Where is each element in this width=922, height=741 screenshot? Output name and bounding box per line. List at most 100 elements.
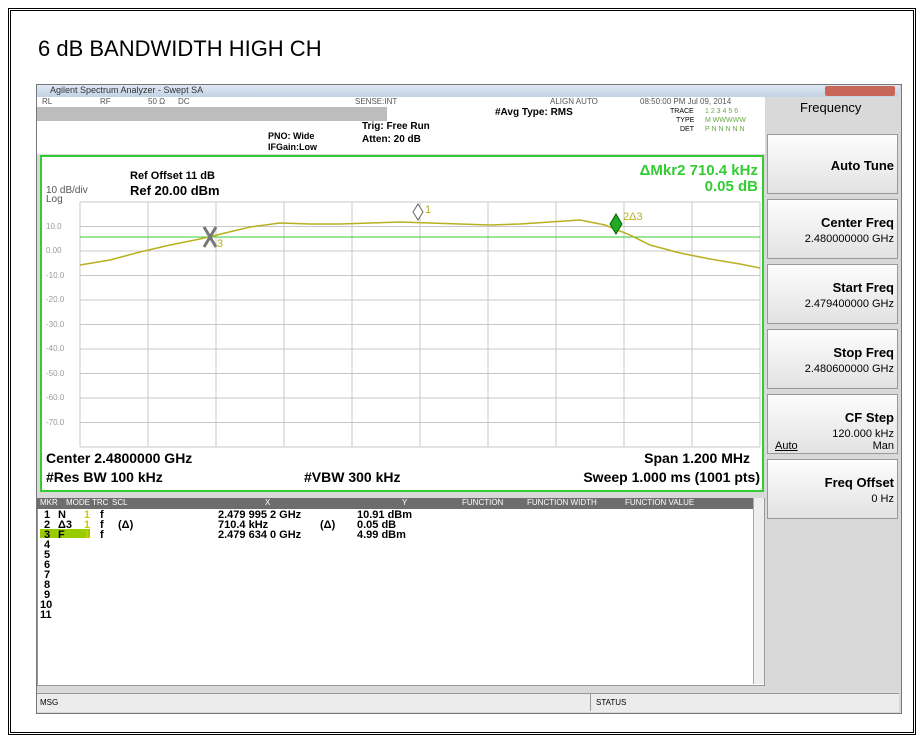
marker-label: 1 <box>425 204 431 216</box>
table-cell: 3 <box>44 529 51 541</box>
table-cell: 2 <box>44 519 51 531</box>
table-header: FUNCTION <box>462 498 504 507</box>
y-label: -40.0 <box>46 344 65 353</box>
trig: Trig: Free Run <box>362 121 430 132</box>
table-cell: 6 <box>44 559 51 571</box>
table-cell: 8 <box>44 579 51 591</box>
softkey-label: Auto Tune <box>830 158 894 173</box>
y-label: -70.0 <box>46 417 65 427</box>
table-cell: 5 <box>44 549 51 561</box>
table-cell: F <box>58 529 65 541</box>
table-header: X <box>265 498 271 507</box>
table-cell: 2.479 995 2 GHz <box>218 509 302 521</box>
table-header: SCL <box>112 498 128 507</box>
table-cell: N <box>58 509 66 521</box>
span: Span 1.200 MHz <box>644 450 750 466</box>
window-buttons[interactable] <box>825 86 895 96</box>
settings-bar <box>37 107 387 121</box>
pno: PNO: Wide <box>268 131 315 141</box>
softkey-menu: Frequency <box>800 100 862 115</box>
softkey-value: 2.480000000 GHz <box>804 233 894 245</box>
y-label: -30.0 <box>46 319 65 329</box>
table-cell: 1 <box>84 519 91 531</box>
marker-readout: ΔMkr2 710.4 kHz <box>639 162 758 179</box>
selected-row <box>40 529 90 538</box>
table-header: FUNCTION WIDTH <box>527 498 597 507</box>
y-label: -60.0 <box>46 393 65 402</box>
y-label: 0.00 <box>46 246 62 255</box>
table-cell: Δ3 <box>58 519 73 531</box>
table-cell: 1 <box>44 509 51 521</box>
status: STATUS <box>596 698 627 707</box>
y-label: -20.0 <box>46 295 65 304</box>
table-cell: f <box>100 519 104 531</box>
table-cell: 2.479 634 0 GHz <box>218 529 302 541</box>
sweep: Sweep 1.000 ms (1001 pts) <box>583 469 760 485</box>
table-cell: 7 <box>44 569 51 581</box>
det: P N N N N N <box>705 126 745 133</box>
softkey[interactable] <box>767 264 898 324</box>
marker-table-header <box>37 498 753 509</box>
marker-2 <box>609 213 623 235</box>
type: M WWWWW <box>705 117 746 124</box>
title: 6 dB BANDWIDTH HIGH CH <box>38 36 322 61</box>
softkey-label: Stop Freq <box>833 345 894 360</box>
softkey-option[interactable]: Auto <box>775 440 798 452</box>
graph-area <box>40 155 764 492</box>
table-cell: (Δ) <box>118 519 134 531</box>
softkey[interactable] <box>767 394 898 454</box>
table-header: TRC <box>92 498 109 507</box>
scale: 10 dB/div <box>46 185 88 196</box>
softkey-value: 2.479400000 GHz <box>804 298 894 310</box>
window-title: Agilent Spectrum Analyzer - Swept SA <box>50 85 204 95</box>
table-cell: 9 <box>44 589 51 601</box>
marker-label: 2Δ3 <box>623 211 643 223</box>
table-header: MKR <box>40 498 58 507</box>
status-item: 08:50:00 PM Jul 09, 2014 <box>640 97 732 106</box>
softkey[interactable] <box>767 329 898 389</box>
softkey-label: Freq Offset <box>824 475 894 490</box>
y-label: -10.0 <box>46 270 65 280</box>
softkey[interactable] <box>767 134 898 194</box>
table-cell: 710.4 kHz <box>218 519 269 531</box>
ref-offset: Ref Offset 11 dB <box>130 170 215 182</box>
status-item: 50 Ω <box>148 97 166 106</box>
table-cell: 4 <box>44 539 51 551</box>
table-cell: f <box>100 529 104 541</box>
y-label: -50.0 <box>46 368 65 378</box>
scale-type: Log <box>46 194 63 205</box>
table-cell: (Δ) <box>320 519 336 531</box>
marker-table <box>37 498 765 686</box>
table-cell: 10.91 dBm <box>357 509 413 521</box>
footer <box>37 693 899 712</box>
softkey[interactable] <box>767 459 898 519</box>
marker-1 <box>412 203 424 221</box>
softkey[interactable] <box>767 199 898 259</box>
marker-3 <box>202 226 218 248</box>
msg: MSG <box>40 698 59 707</box>
marker-label: 3 <box>217 238 223 250</box>
trace: 1 2 3 4 5 6 <box>705 108 739 115</box>
table-header: MODE <box>66 498 90 507</box>
y-label: 10.0 <box>46 221 62 231</box>
ifgain: IFGain:Low <box>268 142 317 152</box>
table-cell: 4.99 dBm <box>357 529 406 541</box>
table-cell: 1 <box>84 529 91 541</box>
ref-level: Ref 20.00 dBm <box>130 183 220 198</box>
status-item: RL <box>42 97 53 106</box>
softkey-value: 0 Hz <box>871 493 894 505</box>
table-cell: 1 <box>84 509 91 521</box>
status-item: ALIGN AUTO <box>550 97 598 106</box>
status-item: DC <box>178 97 190 106</box>
vbw: #VBW 300 kHz <box>304 469 401 485</box>
atten: Atten: 20 dB <box>362 134 421 145</box>
softkey-label: Center Freq <box>821 215 894 230</box>
status-item: SENSE:INT <box>355 97 398 106</box>
scrollbar[interactable] <box>753 498 764 684</box>
softkey-option[interactable]: Man <box>872 440 894 452</box>
table-header: FUNCTION VALUE <box>625 498 695 507</box>
center: Center 2.4800000 GHz <box>46 450 193 466</box>
avg-type: #Avg Type: RMS <box>495 107 573 118</box>
table-cell: f <box>100 509 104 521</box>
